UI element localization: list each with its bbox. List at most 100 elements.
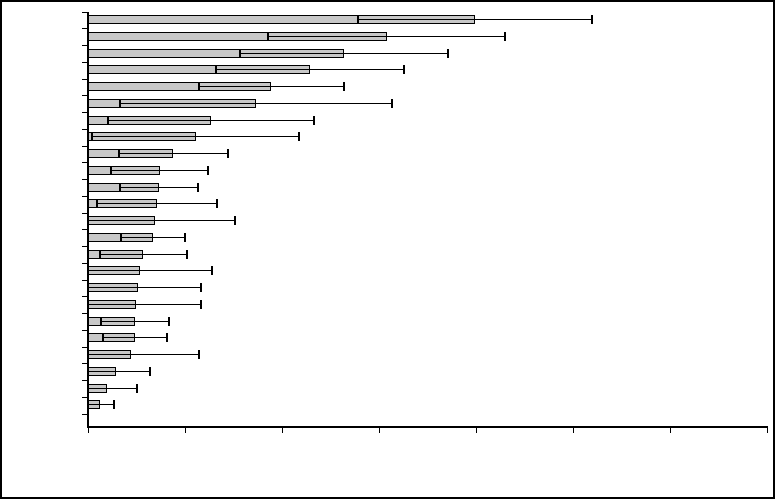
error-bar-cap-upper <box>184 232 186 242</box>
y-axis-tick <box>82 262 87 264</box>
error-bar-line <box>96 203 217 205</box>
y-axis-tick <box>82 229 87 231</box>
y-axis-tick <box>82 195 87 197</box>
error-bar-cap-upper <box>207 165 210 175</box>
y-axis-tick <box>82 296 87 298</box>
y-axis-tick <box>82 246 87 247</box>
error-bar-cap-upper <box>185 249 188 259</box>
error-bar-line <box>240 52 448 54</box>
error-bar-cap-upper <box>298 132 301 142</box>
error-bar-cap-upper <box>343 82 346 91</box>
error-bar-cap-lower <box>267 31 270 41</box>
y-axis-tick <box>82 45 87 46</box>
error-bar-cap-lower <box>107 115 110 125</box>
error-bar-line <box>120 186 198 188</box>
error-bar-line <box>119 153 228 154</box>
x-axis-tick <box>670 428 671 433</box>
error-bar-cap-lower <box>110 165 113 175</box>
error-bar-cap-upper <box>196 182 199 192</box>
error-bar-cap-lower <box>119 182 121 192</box>
error-bar-line <box>198 86 345 87</box>
error-bar-cap-upper <box>504 31 507 41</box>
error-bar-cap-upper <box>149 366 152 376</box>
y-axis-tick <box>82 329 87 331</box>
error-bar-cap-lower <box>101 333 104 343</box>
error-bar-cap-lower <box>90 132 93 142</box>
error-bar-cap-upper <box>200 299 203 309</box>
x-axis-tick <box>282 428 283 433</box>
error-bar-cap-lower <box>197 82 200 91</box>
error-bar-cap-lower <box>118 149 121 158</box>
error-bar-cap-upper <box>165 333 168 343</box>
x-axis-tick <box>573 428 574 433</box>
y-axis-tick <box>82 28 87 30</box>
error-bar-cap-upper <box>390 98 393 108</box>
y-axis-tick <box>82 95 87 97</box>
error-bar-cap-lower <box>95 199 98 209</box>
error-bar-line <box>99 253 187 255</box>
x-axis-tick <box>379 428 380 433</box>
error-bar-cap-upper <box>197 350 200 359</box>
error-bar-cap-lower <box>119 98 121 108</box>
y-axis-tick <box>82 179 87 180</box>
y-axis-tick <box>82 112 87 113</box>
error-bar-cap-lower <box>99 316 102 326</box>
x-axis-tick <box>88 428 89 433</box>
x-axis-tick <box>185 428 186 433</box>
error-bar-cap-upper <box>136 383 139 393</box>
error-bar-line <box>100 320 169 322</box>
error-bar-line <box>88 287 202 288</box>
y-axis-tick <box>82 61 87 63</box>
y-axis-tick <box>82 162 87 164</box>
error-bar-cap-upper <box>211 266 214 276</box>
y-axis-tick <box>82 313 87 314</box>
error-bar-line <box>91 136 300 138</box>
y-axis-tick <box>82 78 87 80</box>
error-bar-cap-upper <box>234 216 237 225</box>
y-axis-tick <box>82 396 87 398</box>
error-bar-line <box>88 370 151 372</box>
error-bar-cap-lower <box>356 15 359 24</box>
error-bar-cap-upper <box>403 65 406 75</box>
y-axis-tick <box>82 380 87 381</box>
y-axis-tick <box>82 212 87 214</box>
error-bar-line <box>88 404 115 406</box>
error-bar-line <box>88 303 202 305</box>
error-bar-cap-lower <box>215 65 218 75</box>
y-axis-tick <box>82 145 87 147</box>
x-axis-line <box>87 426 768 428</box>
y-axis-tick <box>82 128 87 130</box>
x-axis-tick <box>767 428 768 433</box>
error-bar-line <box>216 69 405 71</box>
error-bar-line <box>88 220 236 221</box>
error-bar-line <box>120 102 392 104</box>
error-bar-cap-upper <box>216 199 218 209</box>
error-bar-cap-lower <box>98 249 101 259</box>
y-axis-tick <box>82 346 87 348</box>
error-bar-line <box>88 270 213 272</box>
error-bar-cap-upper <box>167 316 170 326</box>
error-bar-cap-upper <box>200 283 203 292</box>
error-bar-cap-lower <box>119 232 122 242</box>
error-bar-line <box>88 354 199 355</box>
x-axis-tick <box>476 428 477 433</box>
error-bar-line <box>120 236 185 238</box>
error-bar-line <box>108 119 314 121</box>
y-axis-tick <box>82 413 87 415</box>
error-bar-line <box>102 337 167 339</box>
error-bar-cap-upper <box>591 15 594 24</box>
error-bar-line <box>88 387 138 389</box>
error-bar-cap-upper <box>313 115 315 125</box>
error-bar-line <box>268 35 506 37</box>
error-bar-cap-upper <box>226 149 229 158</box>
y-axis-tick <box>82 279 87 281</box>
error-bar-line <box>357 19 593 20</box>
error-bar-cap-upper <box>113 400 116 410</box>
y-axis-tick <box>82 11 87 13</box>
error-bar-cap-upper <box>446 48 449 58</box>
error-bar-cap-lower <box>239 48 242 58</box>
error-bar-line <box>111 169 209 171</box>
y-axis-tick <box>82 363 87 365</box>
